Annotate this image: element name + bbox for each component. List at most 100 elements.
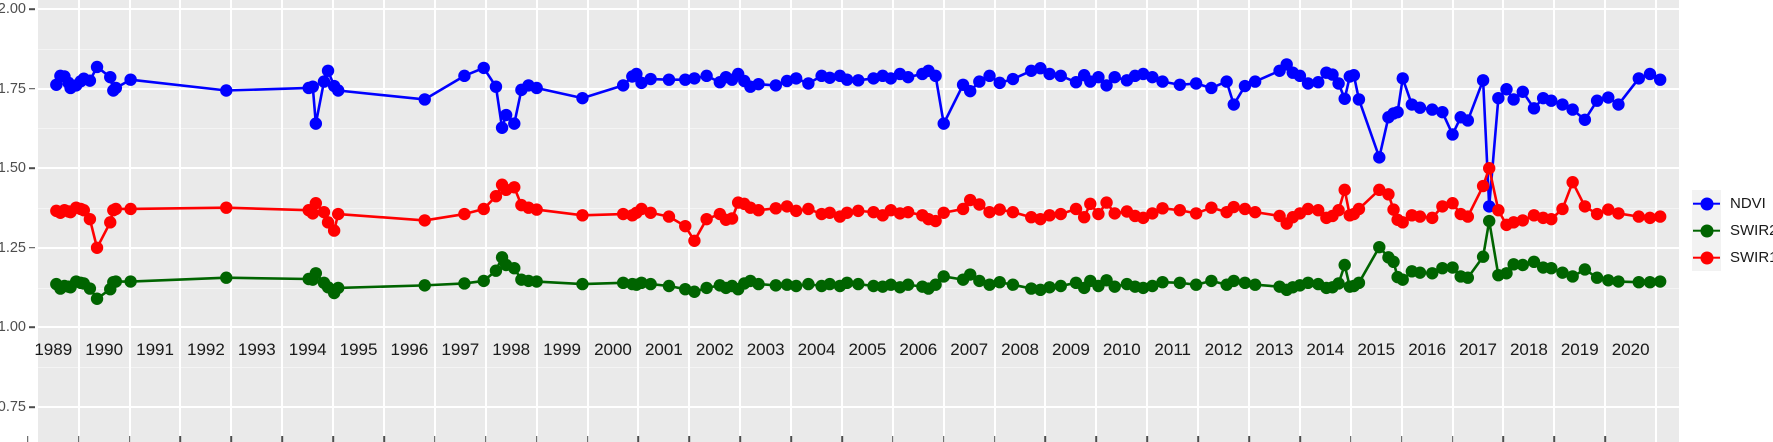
data-point: [124, 275, 137, 288]
data-point: [499, 108, 513, 122]
data-point: [1602, 203, 1615, 216]
data-point: [1507, 258, 1520, 271]
x-axis-tick-mark: [1095, 436, 1098, 442]
grid-line-vertical: [790, 0, 793, 442]
data-point: [1492, 91, 1505, 105]
data-point: [769, 202, 783, 215]
x-axis-tick-mark: [1451, 436, 1454, 442]
x-axis-year-label: 2004: [797, 340, 836, 359]
data-point: [1108, 207, 1121, 220]
data-point: [929, 69, 942, 83]
grid-line-horizontal-minor: [38, 128, 1679, 130]
x-axis-tick-mark: [586, 436, 589, 442]
legend-item-swir1[interactable]: SWIR1: [1692, 244, 1773, 271]
data-point: [109, 275, 123, 288]
data-point: [802, 77, 815, 90]
data-point: [1612, 98, 1625, 111]
data-point: [1483, 214, 1496, 228]
y-axis-tick-mark: [29, 406, 35, 408]
data-point: [1516, 85, 1529, 98]
data-point: [1006, 278, 1020, 291]
data-point: [1461, 271, 1475, 284]
data-point: [1590, 94, 1604, 107]
data-point: [1100, 79, 1113, 92]
data-point: [901, 70, 915, 84]
data-point: [1156, 275, 1169, 289]
x-axis-tick-mark: [1197, 436, 1199, 442]
data-point: [1602, 91, 1615, 104]
data-point: [332, 84, 345, 97]
data-point: [1436, 200, 1449, 213]
data-point: [901, 278, 915, 291]
data-point: [1507, 93, 1520, 106]
legend: NDVI SWIR2 SWIR1: [1692, 190, 1773, 271]
data-point: [220, 201, 233, 214]
data-point: [1632, 275, 1646, 289]
data-point: [993, 76, 1006, 90]
data-point: [1476, 250, 1490, 263]
data-point: [124, 73, 137, 86]
x-axis-year-label: 2012: [1204, 340, 1243, 359]
data-point: [321, 64, 335, 77]
x-axis-tick-mark: [128, 436, 131, 442]
legend-key-swatch: [1692, 244, 1721, 271]
x-axis-tick-mark: [27, 436, 29, 442]
data-point: [77, 204, 90, 217]
legend-item-swir2[interactable]: SWIR2: [1692, 217, 1773, 244]
data-point: [1189, 207, 1203, 220]
data-point: [1205, 81, 1218, 95]
data-point: [317, 205, 331, 219]
data-point: [1332, 277, 1345, 290]
y-axis-tick-mark: [29, 87, 35, 90]
grid-line-vertical: [891, 0, 894, 442]
y-axis-tick-label: 1.50: [0, 160, 26, 177]
data-point: [1413, 101, 1427, 114]
x-axis-tick-mark: [1400, 436, 1403, 442]
data-point: [1084, 197, 1097, 211]
grid-line-vertical: [179, 0, 182, 442]
data-point: [867, 279, 880, 293]
x-axis-year-label: 2016: [1408, 340, 1447, 359]
data-point: [306, 80, 319, 93]
data-point: [662, 279, 676, 293]
data-point: [1556, 266, 1569, 279]
data-point: [1312, 76, 1325, 89]
data-point: [616, 79, 630, 92]
data-point: [1632, 72, 1646, 85]
x-axis-year-label: 1996: [390, 340, 429, 359]
data-point: [1556, 98, 1569, 111]
data-point: [1396, 273, 1409, 286]
x-axis-year-label: 2010: [1102, 340, 1141, 359]
x-axis-tick-mark: [1044, 436, 1047, 442]
data-point: [1043, 209, 1056, 222]
data-point: [418, 279, 431, 292]
data-point: [1238, 276, 1252, 290]
y-axis-tick-mark: [29, 8, 35, 10]
data-point: [418, 93, 431, 106]
data-point: [83, 282, 97, 295]
grid-line-horizontal: [38, 246, 1679, 249]
data-point: [1373, 151, 1386, 164]
data-point: [508, 261, 521, 275]
y-axis-tick-label: 1.25: [0, 239, 26, 256]
data-point: [1100, 196, 1113, 209]
series-swir2: [50, 214, 1667, 305]
data-point: [688, 72, 701, 85]
data-point: [700, 212, 713, 226]
data-point: [508, 117, 521, 130]
x-axis-year-label: 1999: [543, 340, 582, 359]
legend-item-ndvi[interactable]: NDVI: [1692, 190, 1773, 217]
y-axis-tick-mark: [29, 167, 35, 169]
data-point: [1043, 67, 1056, 81]
grid-line-vertical: [739, 0, 742, 442]
y-axis-tick-mark: [29, 247, 35, 249]
data-point: [1352, 202, 1366, 216]
data-point: [83, 74, 97, 87]
data-point: [1446, 261, 1459, 274]
data-point: [1527, 255, 1541, 269]
data-point: [309, 197, 323, 210]
data-point: [477, 274, 490, 288]
data-point: [1461, 114, 1475, 127]
data-point: [937, 270, 950, 283]
data-point: [1146, 207, 1159, 220]
